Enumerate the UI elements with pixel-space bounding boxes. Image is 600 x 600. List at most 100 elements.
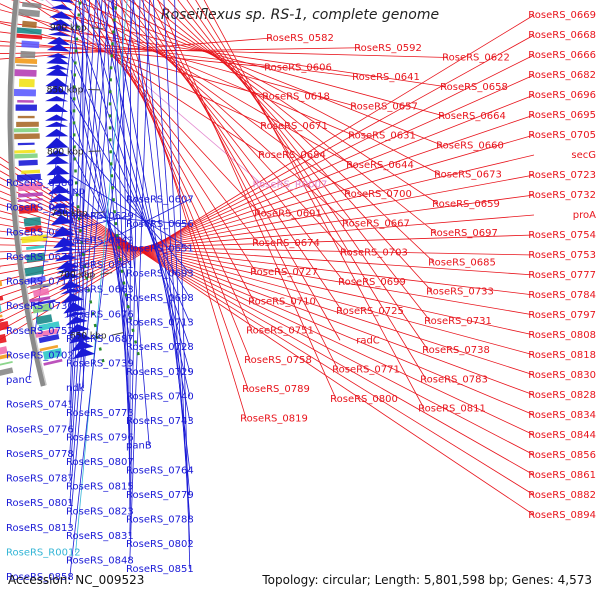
gene-feature	[53, 237, 77, 249]
gene-feature	[45, 128, 69, 137]
gene-feature	[26, 252, 46, 263]
leader-line	[0, 134, 535, 290]
gene-label-forward: RoseRS_0733	[426, 287, 494, 298]
leader-line	[69, 0, 96, 454]
gene-label-reverse: ndk	[66, 383, 85, 394]
leader-line	[0, 210, 535, 356]
gene-feature	[50, 214, 74, 226]
gene-label-forward: RoseRS_0671	[260, 121, 328, 132]
gene-label-forward: RoseRS_0797	[528, 310, 596, 321]
gene-label-reverse: RoseRS_0739	[66, 359, 134, 370]
gene-label-forward: RoseRS_0844	[528, 430, 596, 441]
gene-feature	[0, 314, 3, 318]
leader-line	[0, 183, 535, 436]
gene-label-reverse: RoseRS_0728	[126, 342, 194, 353]
leader-line	[144, 0, 437, 234]
gene-feature	[38, 321, 60, 331]
gene-feature	[45, 121, 69, 127]
leader-line	[0, 94, 535, 306]
gene-label-forward: RoseRS_0582	[266, 33, 334, 44]
gene-label-forward: RoseRS_0828	[528, 390, 596, 401]
gene-label-reverse: RoseRS_0813	[6, 523, 74, 534]
gene-label-reverse: RoseRS_0788	[126, 515, 194, 526]
gene-label-forward: RoseRS_0700	[344, 189, 412, 200]
gene-feature	[32, 288, 50, 297]
track-guide	[108, 0, 142, 363]
leader-line	[0, 22, 269, 97]
leader-line	[69, 96, 191, 299]
leader-line	[142, 0, 191, 495]
gene-feature	[38, 334, 60, 344]
gene-label-reverse: RoseRS_0663	[66, 285, 134, 296]
gene-feature	[61, 293, 85, 304]
gene-label-reverse: RoseRS_0740	[126, 391, 194, 402]
ruler-tick	[100, 272, 113, 275]
gene-feature	[45, 137, 69, 149]
gene-feature	[53, 246, 77, 253]
leader-line	[0, 177, 535, 456]
gene-label-forward: RoseRS_0703	[340, 248, 408, 259]
gene-label-forward: RoseRS_0682	[528, 70, 596, 81]
leader-line	[0, 234, 535, 253]
gene-label-forward: RoseRS_0631	[348, 131, 416, 142]
gene-label-reverse: RoseRS_0823	[66, 506, 134, 517]
gene-feature	[29, 296, 51, 303]
leader-line	[0, 237, 535, 276]
gene-label-reverse: RoseRS_0702	[6, 350, 74, 361]
gene-feature	[43, 358, 63, 366]
gene-feature	[47, 31, 71, 37]
leader-line	[25, 0, 265, 156]
leader-line	[30, 0, 355, 136]
ruler-tick	[91, 27, 104, 30]
gene-feature	[23, 216, 42, 227]
gene-feature	[46, 53, 70, 59]
leader-line	[128, 0, 439, 205]
gene-label-reverse: RoseRS_R0012	[6, 547, 81, 558]
leader-line	[174, 0, 191, 569]
gene-label-forward: secG	[571, 150, 596, 161]
label-leader-lines	[0, 0, 535, 578]
gene-feature	[0, 321, 10, 331]
leader-line	[72, 0, 443, 146]
gene-feature	[0, 303, 2, 312]
gene-label-reverse: RoseRS_0752	[6, 326, 74, 337]
leader-line	[70, 0, 259, 243]
leader-line	[0, 230, 535, 296]
leader-line	[203, 0, 425, 409]
ruler-label: 850 kbp	[47, 86, 84, 96]
leader-line	[0, 217, 535, 336]
leader-line	[69, 0, 110, 504]
leader-line	[163, 0, 191, 545]
gene-label-forward: RoseRS_0856	[528, 450, 596, 461]
leader-line	[45, 0, 263, 185]
leader-line	[0, 14, 535, 341]
gene-feature	[51, 226, 75, 238]
leader-line	[186, 0, 429, 351]
gene-label-forward: RoseRS_0699	[338, 277, 406, 288]
gene-label-forward: RoseRS_0592	[354, 43, 422, 54]
leader-line	[113, 0, 347, 253]
leader-line	[0, 197, 535, 396]
leader-line	[0, 40, 271, 68]
ruler-tick	[111, 332, 124, 336]
leader-line	[69, 0, 135, 578]
gene-labels: RoseRS_0669 RoseRS_0668 RoseRS_0666 RoseRS_…	[6, 10, 596, 583]
gene-label-reverse: RoseRS_0858	[6, 572, 74, 583]
leader-line	[132, 0, 191, 471]
leader-line	[0, 244, 535, 256]
gene-feature	[47, 173, 71, 185]
gene-feature	[46, 165, 70, 176]
genome-stats-text: Topology: circular; Length: 5,801,598 bp…	[262, 573, 592, 587]
leader-line	[0, 223, 535, 316]
leader-line	[75, 0, 128, 553]
gene-label-reverse: RoseRS_0693	[126, 268, 194, 279]
gene-feature	[45, 114, 69, 121]
leader-line	[0, 203, 535, 376]
gene-label-forward: RoseRS_0664	[438, 111, 506, 122]
gene-label-forward: RoseRS_0819	[240, 413, 308, 424]
gene-label-forward: RoseRS_0882	[528, 490, 596, 501]
gene-label-reverse: panB	[126, 441, 152, 452]
kbp-ruler: 650 kbp 700 kbp 750 kbp 800 kbp 850 kbp 900 k…	[47, 24, 124, 341]
gene-label-reverse: panC	[6, 375, 32, 386]
gene-feature	[32, 299, 56, 306]
